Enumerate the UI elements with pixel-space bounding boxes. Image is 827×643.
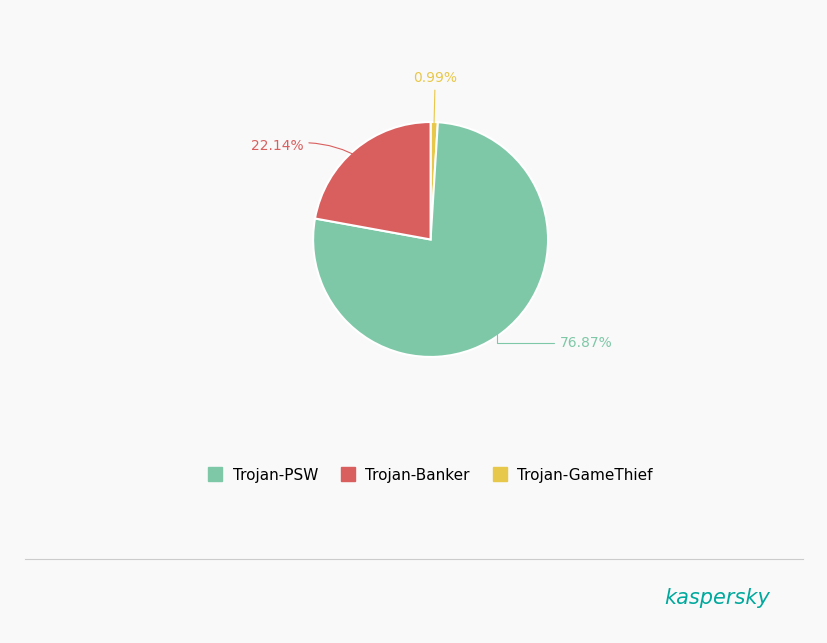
Text: 76.87%: 76.87% [497, 327, 611, 350]
Wedge shape [430, 122, 437, 239]
Text: 0.99%: 0.99% [413, 71, 457, 137]
Wedge shape [313, 122, 547, 357]
Text: kaspersky: kaspersky [663, 588, 769, 608]
Text: 22.14%: 22.14% [251, 139, 361, 159]
Wedge shape [314, 122, 430, 239]
Legend: Trojan-PSW, Trojan-Banker, Trojan-GameThief: Trojan-PSW, Trojan-Banker, Trojan-GameTh… [200, 460, 660, 490]
